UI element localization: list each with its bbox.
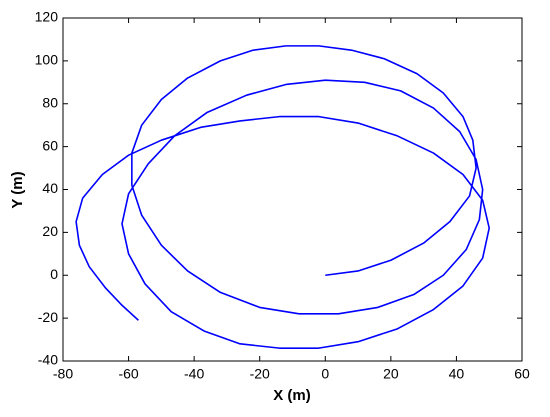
y-tick-label: -40 xyxy=(38,352,58,368)
x-tick-label: -20 xyxy=(250,366,270,382)
trajectory-line xyxy=(75,45,491,349)
x-tick-label: -40 xyxy=(184,366,204,382)
x-tick-label: 40 xyxy=(449,366,465,382)
y-tick-label: 60 xyxy=(42,137,58,153)
y-tick-label: 20 xyxy=(42,223,58,239)
x-tick-label: -60 xyxy=(118,366,138,382)
y-tick-label: 120 xyxy=(35,9,59,25)
x-axis-label: X (m) xyxy=(273,387,311,404)
x-tick-label: 0 xyxy=(321,366,329,382)
y-tick-label: -20 xyxy=(38,309,58,325)
y-tick-label: 40 xyxy=(42,180,58,196)
y-tick-label: 0 xyxy=(50,266,58,282)
y-tick-label: 80 xyxy=(42,94,58,110)
x-tick-label: -80 xyxy=(53,366,73,382)
plot-frame xyxy=(62,17,523,362)
y-tick-label: 100 xyxy=(35,52,59,68)
y-axis-label: Y (m) xyxy=(9,171,26,208)
x-tick-label: 20 xyxy=(383,366,399,382)
x-tick-label: 60 xyxy=(514,366,530,382)
